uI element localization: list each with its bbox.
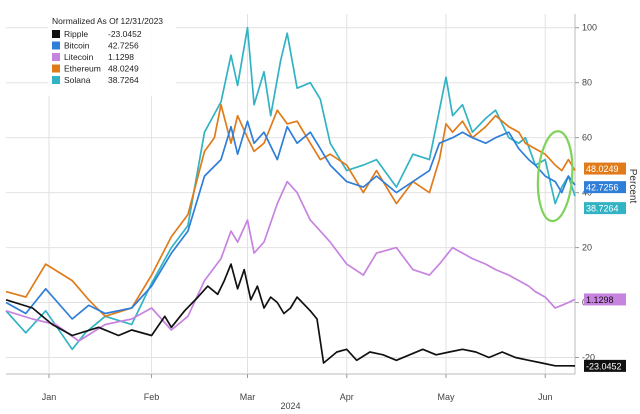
- x-axis-ticks: Jan Feb Mar Apr May Jun: [42, 374, 553, 402]
- series-line-bitcoin: [5, 120, 576, 320]
- legend-label-ethereum: Ethereum: [64, 64, 101, 74]
- series-line-ripple: [5, 263, 576, 367]
- last-value-label-ethereum: 48.0249: [586, 164, 619, 174]
- last-value-tag-ethereum: [584, 162, 626, 175]
- legend-swatch-ripple: [52, 30, 60, 38]
- x-tick-label: Apr: [340, 392, 354, 402]
- last-value-tag-litecoin: [584, 293, 626, 306]
- legend-value-bitcoin: 42.7256: [108, 41, 139, 51]
- last-value-label-ripple: -23.0452: [586, 361, 622, 371]
- legend-label-ripple: Ripple: [64, 29, 88, 39]
- legend-value-litecoin: 1.1298: [108, 52, 134, 62]
- y-tick-label: -20: [582, 353, 595, 363]
- series-line-ethereum: [5, 103, 576, 318]
- legend-swatch-bitcoin: [52, 41, 60, 50]
- legend-background: [48, 14, 176, 96]
- last-value-tags: 38.7264 48.0249 42.7256 1.1298 -23.0452: [584, 162, 626, 372]
- legend-value-ripple: -23.0452: [108, 29, 142, 39]
- legend-label-solana: Solana: [64, 75, 91, 85]
- legend-swatch-solana: [52, 76, 60, 84]
- series-line-litecoin: [5, 180, 576, 342]
- y-tick-label: 100: [582, 23, 597, 33]
- last-value-tag-ripple: [584, 359, 626, 372]
- legend: Normalized As Of 12/31/2023 Ripple -23.04…: [48, 14, 176, 96]
- last-value-tag-solana: [584, 202, 626, 215]
- y-axis-label: Percent: [627, 169, 638, 204]
- x-tick-label: May: [437, 392, 455, 402]
- legend-swatch-litecoin: [52, 53, 60, 61]
- x-axis-label: 2024: [280, 401, 300, 411]
- x-tick-label: Jan: [42, 392, 57, 402]
- legend-value-solana: 38.7264: [108, 75, 139, 85]
- y-tick-label: 20: [582, 243, 592, 253]
- last-value-tag-bitcoin: [584, 181, 626, 194]
- legend-items: Ripple -23.0452 Bitcoin 42.7256 Litecoin 1.12…: [52, 29, 142, 85]
- legend-value-ethereum: 48.0249: [108, 64, 139, 74]
- highlight-ellipse: [536, 130, 574, 223]
- y-tick-label: 60: [582, 133, 592, 143]
- last-value-label-bitcoin: 42.7256: [586, 183, 619, 193]
- series-lines: [5, 26, 576, 367]
- last-value-label-solana: 38.7264: [586, 204, 619, 214]
- legend-swatch-ethereum: [52, 64, 60, 73]
- x-tick-label: Jun: [538, 392, 553, 402]
- legend-label-litecoin: Litecoin: [64, 52, 94, 62]
- legend-label-bitcoin: Bitcoin: [64, 41, 90, 51]
- x-tick-label: Feb: [144, 392, 160, 402]
- y-tick-label: 80: [582, 78, 592, 88]
- x-tick-label: Mar: [240, 392, 256, 402]
- last-value-label-litecoin: 1.1298: [586, 295, 614, 305]
- chart-title: Normalized As Of 12/31/2023: [52, 16, 163, 26]
